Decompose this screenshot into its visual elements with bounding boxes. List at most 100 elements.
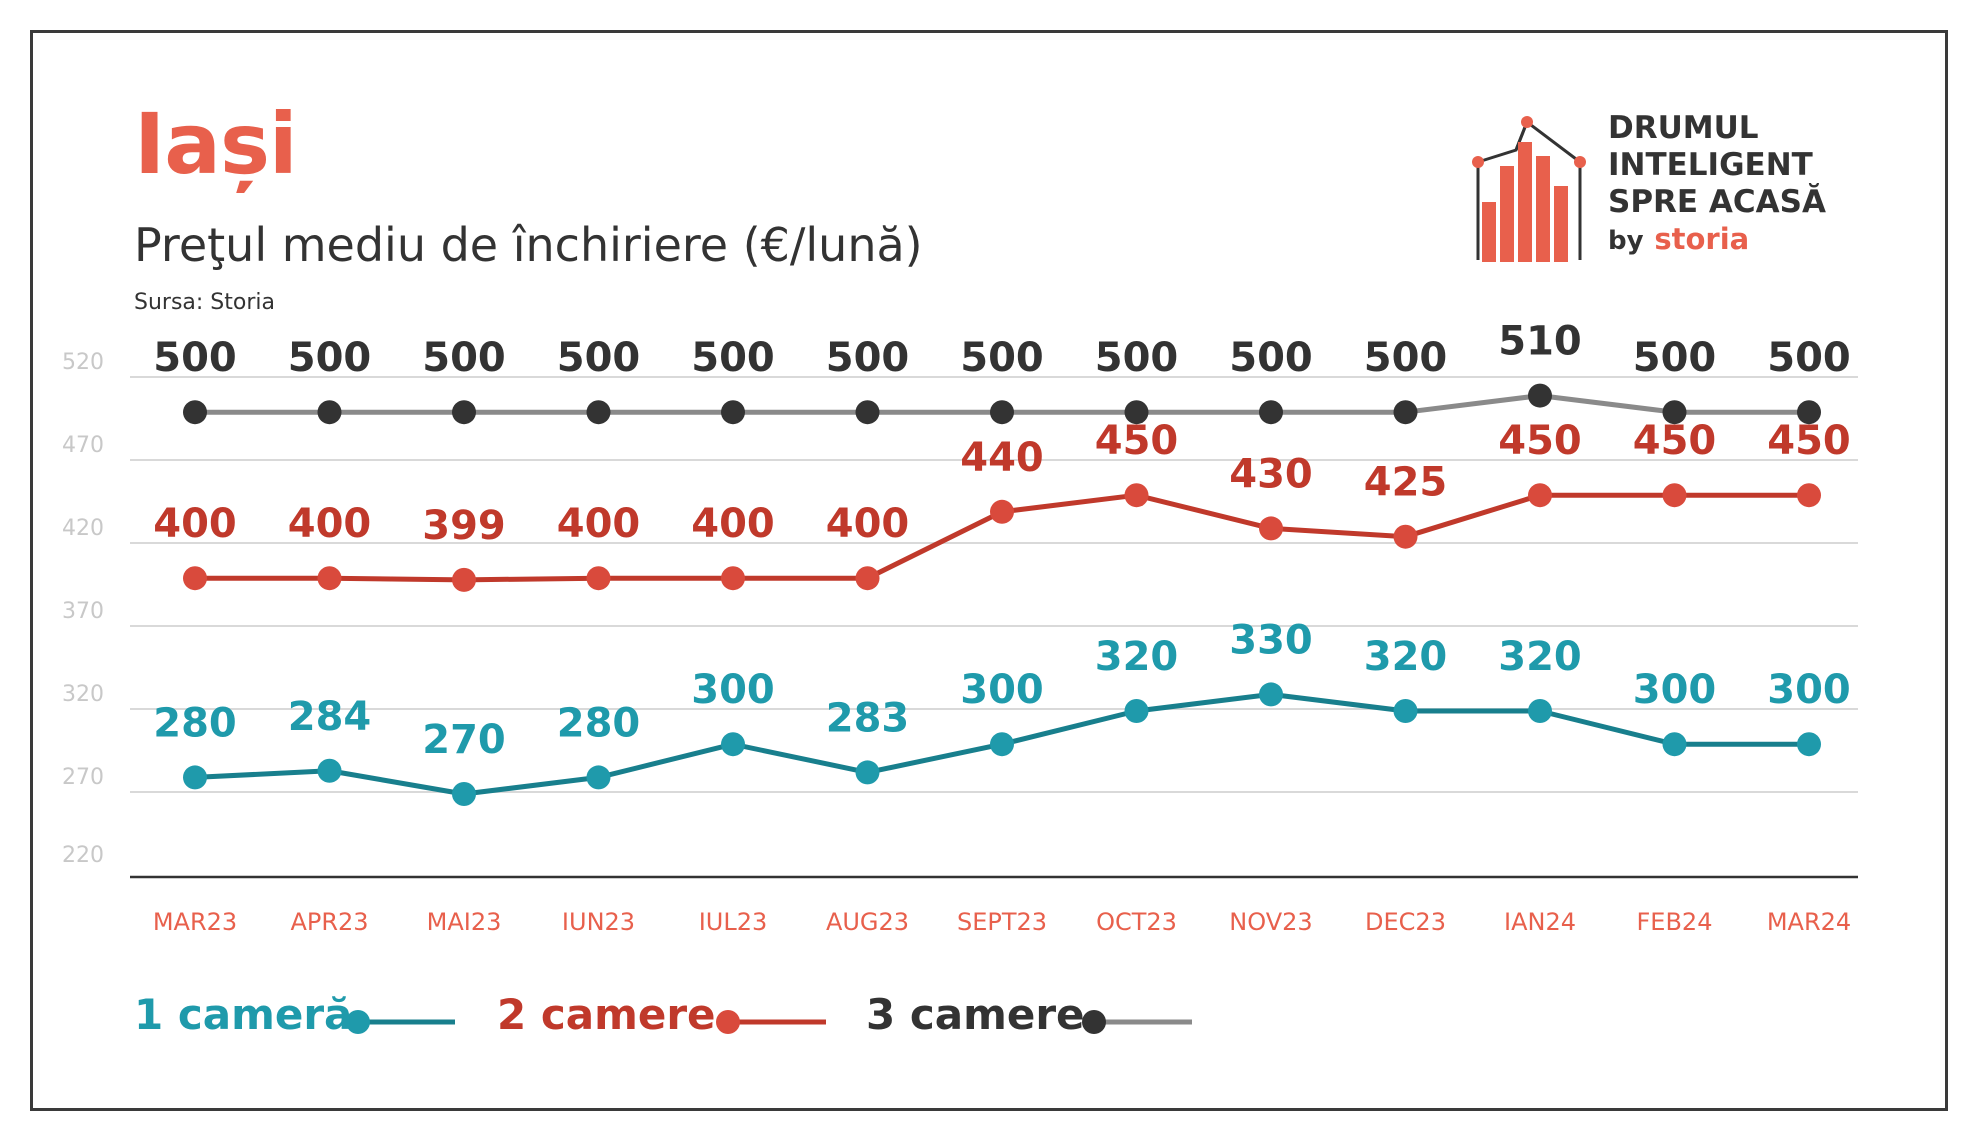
series-2-camere-data-label: 400: [557, 501, 641, 547]
series-3-camere-point: [990, 400, 1014, 425]
logo-brand: storia: [1654, 222, 1750, 256]
series-2-camere-data-label: 400: [153, 501, 237, 547]
series-2-camere-data-label: 425: [1364, 460, 1448, 506]
x-tick-label: AUG23: [826, 908, 909, 936]
series-2-camere-data-label: 399: [422, 503, 506, 549]
series-1-camera-data-label: 300: [691, 667, 775, 713]
logo-line-2: INTELIGENT: [1608, 147, 1813, 183]
x-tick-label: MAR24: [1767, 908, 1851, 936]
series-3-camere-point: [317, 400, 342, 425]
series-3-camere-point: [586, 400, 611, 425]
series-1-camera-data-label: 300: [960, 667, 1044, 713]
y-tick-label: 420: [62, 516, 104, 541]
x-tick-label: NOV23: [1229, 908, 1312, 936]
series-2-camere-point: [1797, 483, 1821, 508]
series-2-camere-data-label: 450: [1095, 418, 1179, 464]
chart-subtitle: Preţul mediu de închiriere (€/lună): [134, 218, 923, 272]
series-1-camera-data-label: 330: [1229, 617, 1313, 663]
y-tick-label: 520: [62, 350, 104, 375]
series-1-camera-point: [317, 758, 342, 783]
series-3-camere-point: [855, 400, 880, 425]
series-1-camera-point: [1528, 699, 1552, 723]
series-1-camera-point: [1259, 682, 1283, 707]
x-tick-label: IUL23: [699, 908, 768, 936]
series-2-camere-point: [1662, 483, 1687, 508]
legend-swatch-1-camera-marker: [346, 1010, 370, 1034]
series-1-camera-data-label: 270: [422, 717, 506, 763]
series-3-camere-point: [1528, 383, 1552, 408]
series-3-camere-data-label: 500: [1229, 335, 1313, 381]
series-1-camera-data-label: 320: [1498, 634, 1582, 680]
house-bars-logo-icon: [1472, 116, 1586, 262]
legend-swatch-3-camere-marker: [1082, 1010, 1106, 1034]
series-3-camere-data-label: 500: [1364, 335, 1448, 381]
series-2-camere-point: [183, 566, 207, 591]
series-1-camera-data-label: 320: [1095, 634, 1179, 680]
series-3-camere-point: [1393, 400, 1418, 425]
series-2-camere-point: [452, 567, 476, 592]
x-tick-label: OCT23: [1096, 908, 1177, 936]
x-tick-label: IAN24: [1504, 908, 1576, 936]
x-tick-label: APR23: [290, 908, 368, 936]
chart-title: Iași: [134, 95, 298, 193]
x-tick-label: MAI23: [427, 908, 502, 936]
logo-line-4: by storia: [1608, 221, 1826, 260]
legend-label-1-camera: 1 cameră: [134, 990, 353, 1039]
logo-line-1: DRUMUL: [1608, 110, 1759, 146]
x-tick-label: IUN23: [562, 908, 635, 936]
series-3-camere-data-label: 500: [422, 335, 506, 381]
series-1-camera-data-label: 320: [1364, 634, 1448, 680]
series-2-camere-point: [1528, 483, 1552, 508]
series-1-camera-point: [1393, 699, 1418, 723]
series-1-camera-data-label: 300: [1767, 667, 1851, 713]
series-2-camere-point: [1124, 483, 1149, 508]
series-2-camere-point: [586, 566, 611, 591]
series-3-camere-data-label: 500: [557, 335, 641, 381]
series-2-camere-point: [721, 566, 745, 591]
series-3-camere-data-label: 500: [826, 335, 910, 381]
series-1-camera-point: [586, 765, 611, 790]
series-1-camera-data-label: 284: [288, 694, 372, 740]
series-1-camera-point: [721, 732, 745, 757]
series-2-camere-data-label: 400: [691, 501, 775, 547]
series-3-camere-point: [1797, 400, 1821, 425]
series-3-camere-data-label: 500: [960, 335, 1044, 381]
series-1-camera-data-label: 283: [826, 695, 910, 741]
chart-frame: [30, 30, 1948, 1111]
series-1-camera-data-label: 300: [1633, 667, 1717, 713]
series-3-camere-point: [452, 400, 476, 425]
x-tick-label: MAR23: [153, 908, 237, 936]
series-3-camere-data-label: 500: [1767, 335, 1851, 381]
brand-logo-text: DRUMUL INTELIGENT SPRE ACASĂ by storia: [1608, 110, 1826, 260]
y-tick-label: 270: [62, 765, 104, 790]
series-3-camere-point: [1124, 400, 1149, 425]
series-2-camere-point: [1259, 516, 1283, 541]
series-1-camera-point: [183, 765, 207, 790]
x-tick-label: FEB24: [1637, 908, 1713, 936]
series-2-camere-data-label: 450: [1498, 418, 1582, 464]
series-3-camere-point: [1259, 400, 1283, 425]
series-3-camere-data-label: 500: [691, 335, 775, 381]
y-tick-label: 370: [62, 599, 104, 624]
x-tick-label: DEC23: [1365, 908, 1446, 936]
logo-line-3: SPRE ACASĂ: [1608, 184, 1826, 220]
legend-swatch-2-camere-marker: [716, 1010, 740, 1034]
series-3-camere-data-label: 500: [1095, 335, 1179, 381]
series-3-camere-data-label: 510: [1498, 319, 1582, 365]
x-tick-label: SEPT23: [957, 908, 1047, 936]
y-tick-label: 220: [62, 843, 104, 868]
series-1-camera-point: [452, 782, 476, 806]
y-tick-label: 470: [62, 433, 104, 458]
series-1-camera-point: [990, 732, 1014, 757]
series-3-camere-data-label: 500: [153, 335, 237, 381]
series-2-camere-point: [990, 499, 1014, 524]
series-3-camere-data-label: 500: [288, 335, 372, 381]
series-1-camera-data-label: 280: [153, 700, 237, 746]
series-1-camera-point: [1124, 699, 1149, 723]
legend-label-3-camere: 3 camere: [866, 990, 1085, 1039]
series-3-camere-data-label: 500: [1633, 335, 1717, 381]
series-1-camera-point: [1797, 732, 1821, 757]
series-3-camere-point: [1662, 400, 1687, 425]
series-2-camere-data-label: 440: [960, 435, 1044, 481]
series-2-camere-data-label: 400: [288, 501, 372, 547]
